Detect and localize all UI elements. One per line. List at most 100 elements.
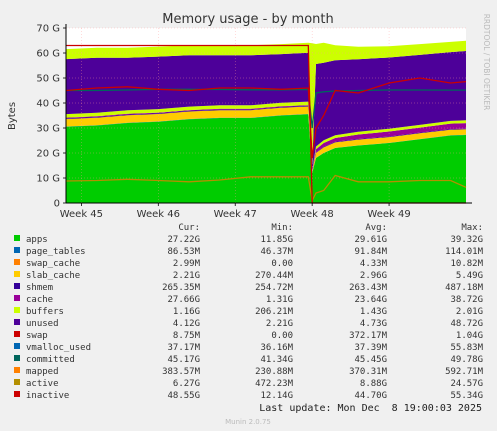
- line-active: [65, 174, 467, 203]
- legend-swatch: [14, 271, 20, 277]
- legend-value-min: 36.16M: [260, 343, 293, 353]
- legend-name: committed: [26, 355, 75, 365]
- legend-value-max: 114.01M: [445, 247, 484, 257]
- axes: 0 10 G 20 G 30 G 40 G 50 G 60 G 70 G Week 45 Week…: [36, 24, 472, 220]
- legend-value-cur: 27.66G: [167, 295, 200, 305]
- legend-name: inactive: [26, 391, 69, 401]
- legend-value-min: 11.85G: [260, 235, 293, 245]
- legend-value-max: 55.83M: [450, 343, 483, 353]
- legend-swatch: [14, 343, 20, 349]
- legend-value-min: 0.00: [271, 259, 293, 269]
- munin-version: Munin 2.0.75: [225, 418, 271, 426]
- legend-value-cur: 48.55G: [167, 391, 200, 401]
- legend-name: vmalloc_used: [26, 343, 91, 353]
- legend-value-avg: 370.31M: [349, 367, 388, 377]
- legend-swatch: [14, 355, 20, 361]
- legend-name: mapped: [26, 367, 59, 377]
- legend-header-avg: Avg:: [365, 223, 387, 233]
- legend-value-max: 24.57G: [450, 379, 483, 389]
- legend-value-max: 55.34G: [450, 391, 483, 401]
- legend-value-max: 592.71M: [445, 367, 484, 377]
- legend-value-max: 48.72G: [450, 319, 483, 329]
- legend-value-avg: 8.88G: [360, 379, 387, 389]
- area-slab_cache: [66, 106, 466, 173]
- legend-value-cur: 86.53M: [167, 247, 200, 257]
- legend-value-min: 472.23M: [255, 379, 294, 389]
- y-tick-label: 70 G: [36, 24, 60, 35]
- x-tick-label: Week 45: [60, 209, 103, 220]
- legend-value-cur: 2.99M: [173, 259, 201, 269]
- legend-value-max: 10.82M: [450, 259, 483, 269]
- legend-value-avg: 45.45G: [354, 355, 387, 365]
- legend-value-avg: 37.39M: [354, 343, 387, 353]
- legend-value-avg: 29.61G: [354, 235, 387, 245]
- legend-value-min: 12.14G: [260, 391, 293, 401]
- legend-value-avg: 4.33M: [360, 259, 388, 269]
- legend-value-min: 1.31G: [266, 295, 293, 305]
- x-tick-label: Week 47: [214, 209, 257, 220]
- legend-value-avg: 4.73G: [360, 319, 387, 329]
- legend-swatch: [14, 283, 20, 289]
- legend-header-max: Max:: [461, 223, 483, 233]
- y-tick-label: 50 G: [36, 74, 60, 85]
- x-tick-label: Week 48: [290, 209, 333, 220]
- legend-value-avg: 91.84M: [354, 247, 387, 257]
- legend-value-avg: 1.43G: [360, 307, 387, 317]
- legend-value-avg: 372.17M: [349, 331, 388, 341]
- legend-name: buffers: [26, 307, 64, 317]
- legend-name: swap_cache: [26, 259, 80, 269]
- legend-name: active: [26, 379, 59, 389]
- legend-value-avg: 44.70G: [354, 391, 387, 401]
- y-tick-label: 30 G: [36, 124, 60, 135]
- legend-name: cache: [26, 295, 53, 305]
- last-update-text: Last update: Mon Dec 8 19:00:03 2025: [259, 403, 482, 414]
- legend-value-max: 38.72G: [450, 295, 483, 305]
- grid: [66, 27, 466, 203]
- x-tick-label: Week 46: [137, 209, 180, 220]
- legend-name: slab_cache: [26, 271, 80, 281]
- legend-value-cur: 383.57M: [162, 367, 201, 377]
- legend-name: swap: [26, 331, 48, 341]
- legend-value-max: 487.18M: [445, 283, 484, 293]
- legend-value-max: 5.49G: [456, 271, 483, 281]
- legend-swatch: [14, 319, 20, 325]
- y-tick-label: 60 G: [36, 49, 60, 60]
- y-tick-label: 10 G: [36, 174, 60, 185]
- legend-value-min: 2.21G: [266, 319, 293, 329]
- legend-value-cur: 8.75M: [173, 331, 201, 341]
- legend-value-min: 206.21M: [255, 307, 294, 317]
- legend-swatch: [14, 331, 20, 337]
- y-tick-label: 0: [54, 199, 60, 210]
- legend-name: shmem: [26, 283, 53, 293]
- legend-swatch: [14, 391, 20, 397]
- legend-header-min: Min:: [271, 223, 293, 233]
- legend-value-cur: 37.17M: [167, 343, 200, 353]
- legend-value-min: 230.88M: [255, 367, 294, 377]
- legend-value-min: 46.37M: [260, 247, 293, 257]
- legend-value-min: 0.00: [271, 331, 293, 341]
- legend-swatch: [14, 307, 20, 313]
- legend-name: apps: [26, 235, 48, 245]
- legend-value-cur: 45.17G: [167, 355, 200, 365]
- legend-value-max: 39.32G: [450, 235, 483, 245]
- legend-value-cur: 2.21G: [173, 271, 200, 281]
- stacked-areas: [66, 40, 466, 203]
- legend-value-max: 49.78G: [450, 355, 483, 365]
- area-unused: [66, 51, 466, 171]
- legend-swatch: [14, 367, 20, 373]
- x-tick-label: Week 49: [367, 209, 410, 220]
- legend: Cur: Min: Avg: Max: apps 27.22G 11.85G 29.61G 39…: [14, 223, 484, 401]
- series-lines: [65, 44, 467, 204]
- legend-value-cur: 265.35M: [162, 283, 201, 293]
- legend-value-avg: 263.43M: [349, 283, 388, 293]
- legend-value-cur: 1.16G: [173, 307, 200, 317]
- legend-header-cur: Cur:: [178, 223, 200, 233]
- legend-swatch: [14, 235, 20, 241]
- legend-swatch: [14, 295, 20, 301]
- legend-value-max: 1.04G: [456, 331, 483, 341]
- rrdtool-credit: RRDTOOL / TOBI OETIKER: [482, 14, 491, 111]
- legend-value-cur: 6.27G: [173, 379, 200, 389]
- legend-swatch: [14, 259, 20, 265]
- legend-value-avg: 2.96G: [360, 271, 387, 281]
